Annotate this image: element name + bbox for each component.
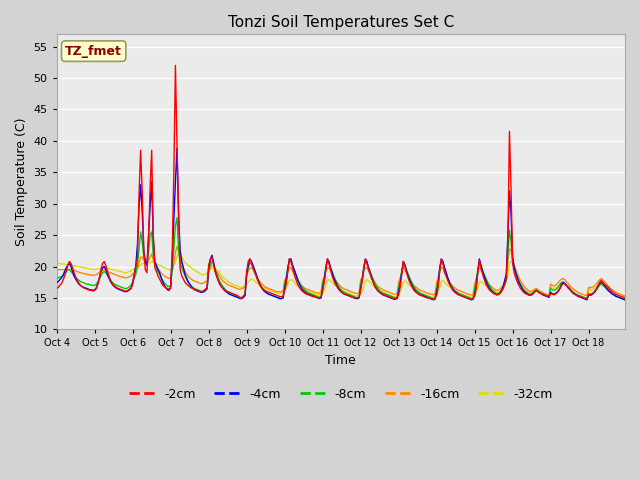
X-axis label: Time: Time [326,354,356,367]
Text: TZ_fmet: TZ_fmet [65,45,122,58]
Y-axis label: Soil Temperature (C): Soil Temperature (C) [15,118,28,246]
Title: Tonzi Soil Temperatures Set C: Tonzi Soil Temperatures Set C [228,15,454,30]
Legend: -2cm, -4cm, -8cm, -16cm, -32cm: -2cm, -4cm, -8cm, -16cm, -32cm [124,383,557,406]
